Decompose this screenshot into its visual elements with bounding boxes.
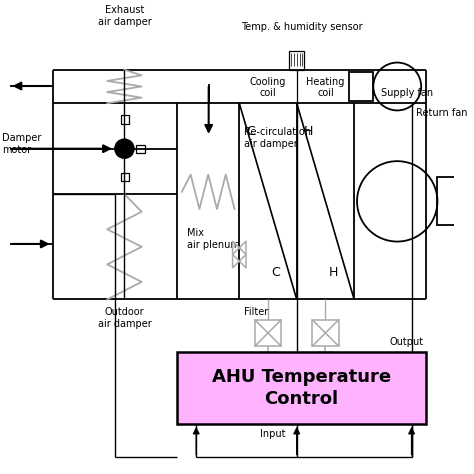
Text: Supply fan: Supply fan	[381, 89, 433, 99]
Bar	[136, 145, 145, 154]
Bar	[349, 72, 374, 101]
Text: H: H	[303, 126, 313, 138]
Text: Cooling
coil: Cooling coil	[250, 77, 286, 99]
Text: Output: Output	[390, 337, 424, 347]
Text: Filter: Filter	[244, 307, 268, 317]
Text: Input: Input	[260, 428, 285, 439]
Text: Return fan: Return fan	[416, 108, 468, 118]
Text: C: C	[271, 266, 280, 279]
Text: Damper
motor: Damper motor	[2, 133, 41, 155]
Circle shape	[115, 139, 134, 158]
Bar	[289, 51, 304, 70]
Text: Heating
coil: Heating coil	[306, 77, 345, 99]
Bar	[312, 319, 339, 346]
Text: Exhaust
air damper: Exhaust air damper	[98, 5, 151, 27]
Bar	[260, 352, 276, 364]
Text: AHU Temperature
Control: AHU Temperature Control	[212, 368, 391, 408]
Text: Outdoor
air damper: Outdoor air damper	[98, 307, 151, 329]
Bar	[120, 115, 129, 124]
Bar	[255, 319, 282, 346]
Bar	[318, 352, 333, 364]
Text: Temp. & humidity sensor: Temp. & humidity sensor	[241, 22, 362, 32]
Bar	[120, 173, 129, 181]
Text: Re-circulation
air damper: Re-circulation air damper	[244, 127, 311, 149]
Text: Mix
air plenum: Mix air plenum	[187, 228, 239, 250]
Bar	[438, 177, 466, 225]
Text: H: H	[328, 266, 338, 279]
Bar	[177, 352, 426, 424]
Text: C: C	[246, 126, 255, 138]
